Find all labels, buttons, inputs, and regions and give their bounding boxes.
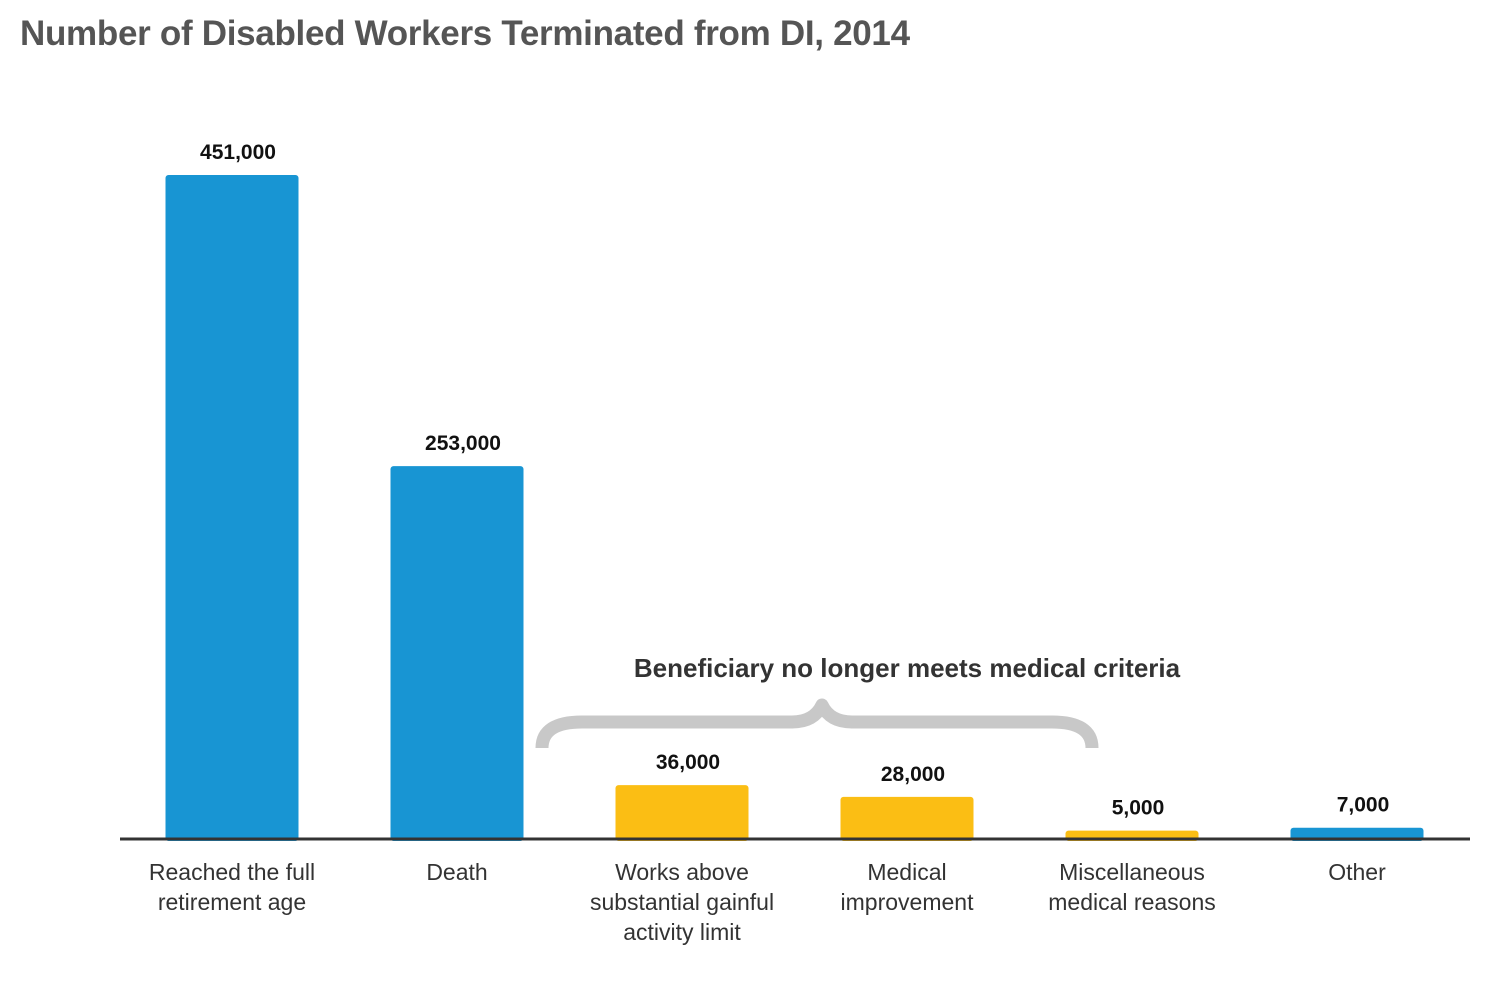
bar-2 xyxy=(615,785,749,841)
category-label-1-line-0: Death xyxy=(426,859,487,885)
annotation-bracket xyxy=(535,698,1099,749)
bar-3 xyxy=(840,796,974,841)
value-label-3: 28,000 xyxy=(881,763,945,786)
category-label-0-line-0: Reached the full xyxy=(149,859,315,885)
annotation-label: Beneficiary no longer meets medical crit… xyxy=(634,653,1181,683)
category-label-3-line-1: improvement xyxy=(841,889,975,915)
labels-group: 451,000 Reached the full retirement age 253… xyxy=(149,141,1389,945)
bars-group xyxy=(165,175,1424,841)
value-label-2: 36,000 xyxy=(656,751,720,774)
category-label-2-line-1: substantial gainful xyxy=(590,889,774,915)
category-label-4-line-0: Miscellaneous xyxy=(1059,859,1205,885)
bar-0 xyxy=(165,175,299,841)
category-label-3: Medical improvement xyxy=(841,859,975,915)
value-label-1: 253,000 xyxy=(425,432,501,455)
category-label-1: Death xyxy=(426,859,487,885)
category-label-4-line-1: medical reasons xyxy=(1048,889,1215,915)
category-label-4: Miscellaneous medical reasons xyxy=(1048,859,1215,915)
category-label-2: Works above substantial gainful activity l… xyxy=(590,859,774,945)
category-label-0: Reached the full retirement age xyxy=(149,859,315,915)
category-label-0-line-1: retirement age xyxy=(158,889,306,915)
category-label-3-line-0: Medical xyxy=(867,859,946,885)
category-label-5: Other xyxy=(1328,859,1386,885)
value-label-5: 7,000 xyxy=(1337,794,1390,817)
category-label-5-line-0: Other xyxy=(1328,859,1386,885)
value-label-4: 5,000 xyxy=(1112,797,1165,820)
category-label-2-line-0: Works above xyxy=(615,859,749,885)
value-label-0: 451,000 xyxy=(200,141,276,164)
bar-1 xyxy=(390,466,524,841)
chart-title: Number of Disabled Workers Terminated fr… xyxy=(20,14,910,53)
category-label-2-line-2: activity limit xyxy=(623,919,741,945)
